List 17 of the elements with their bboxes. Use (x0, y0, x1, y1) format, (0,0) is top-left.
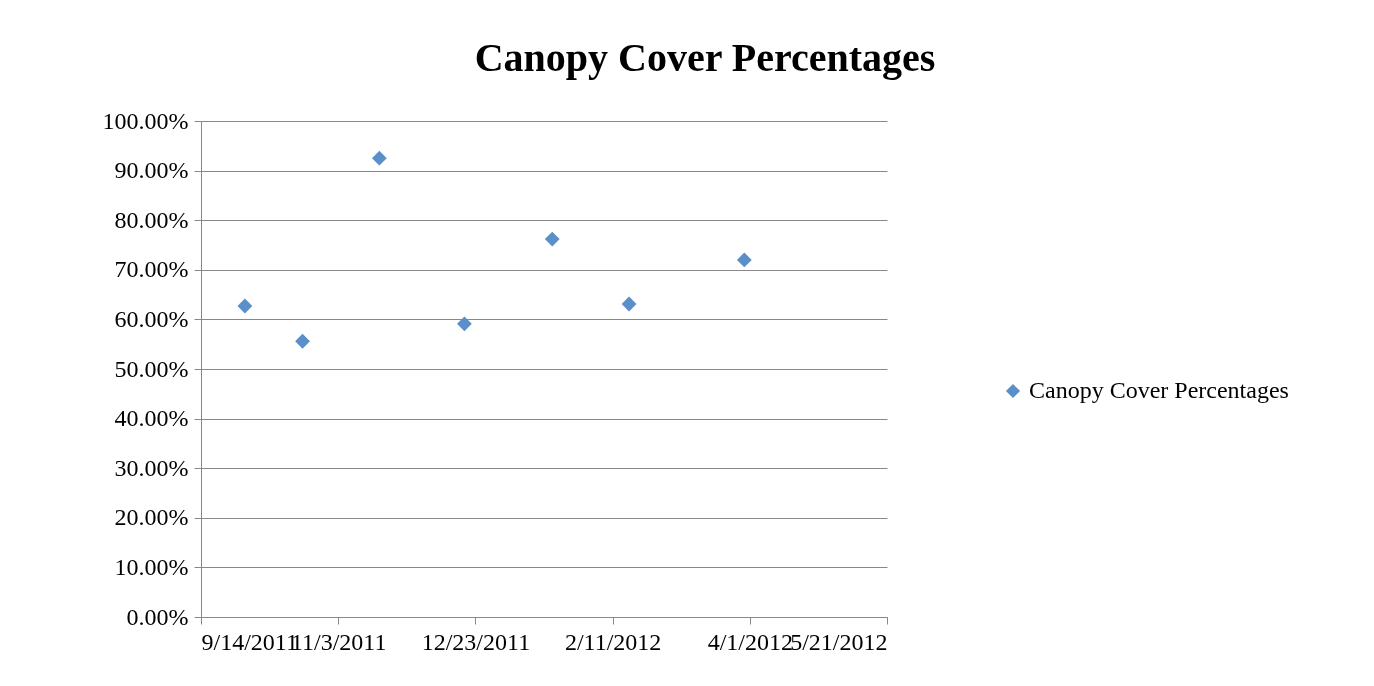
y-tick-label: 90.00% (114, 157, 189, 184)
y-tick-label: 100.00% (102, 107, 189, 134)
y-tick-label: 20.00% (114, 504, 189, 531)
y-tick-label: 70.00% (114, 256, 189, 283)
x-tick-label: 12/23/2011 (421, 628, 531, 655)
y-tick-label: 80.00% (114, 206, 189, 233)
x-tick-label: 5/21/2012 (790, 628, 888, 655)
y-tick-label: 50.00% (114, 355, 189, 382)
y-tick-label: 10.00% (114, 553, 189, 580)
chart-title: Canopy Cover Percentages (474, 35, 936, 80)
y-tick-label: 40.00% (114, 405, 189, 432)
y-tick-label: 30.00% (114, 454, 189, 481)
legend-label: Canopy Cover Percentages (1029, 377, 1289, 403)
y-tick-label: 60.00% (114, 305, 189, 332)
y-tick-label: 0.00% (126, 603, 189, 630)
x-tick-label: 2/11/2012 (564, 628, 662, 655)
x-tick-label: 4/1/2012 (707, 628, 793, 655)
